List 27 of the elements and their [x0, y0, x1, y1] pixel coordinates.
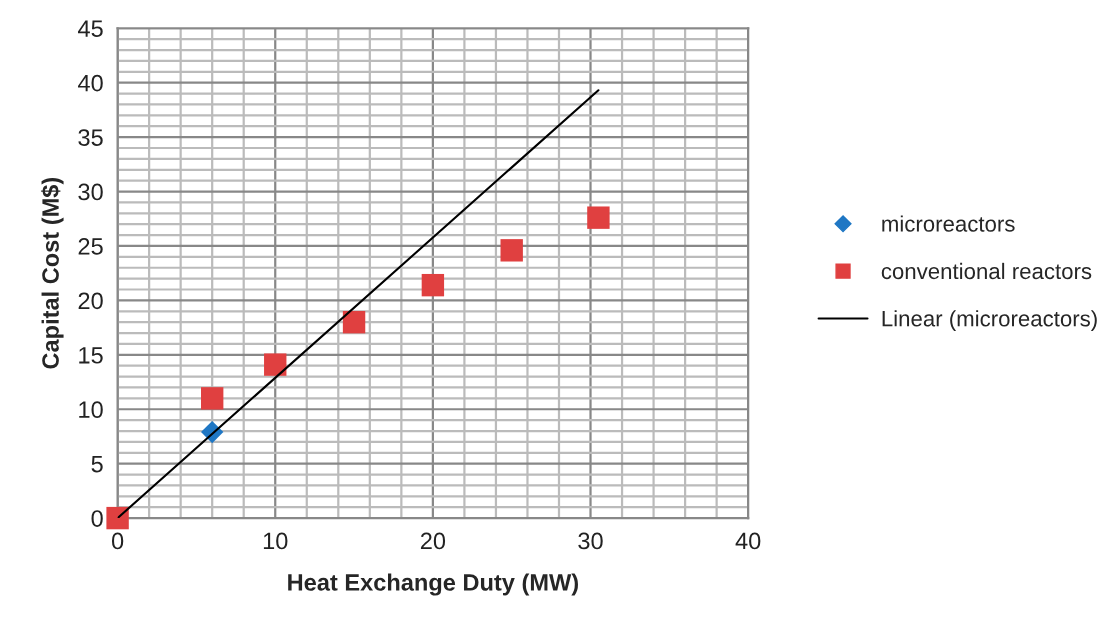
y-tick-label: 10	[79, 401, 103, 419]
x-tick-label: 10	[263, 532, 288, 550]
point	[421, 273, 445, 297]
point	[342, 310, 366, 334]
y-tick-label: 35	[78, 129, 103, 146]
legend-label: conventional reactors	[881, 262, 1092, 280]
legend-label: microreactors	[882, 215, 1015, 232]
x-axis-title: Heat Exchange Duty (MW)	[288, 573, 578, 596]
y-tick-label: 0	[91, 510, 103, 527]
legend-label: Linear (microreactors)	[882, 310, 1097, 331]
y-tick-label: 40	[77, 74, 103, 92]
y-tick-label: 15	[79, 347, 103, 364]
point	[587, 206, 610, 229]
y-tick-label: 30	[78, 183, 103, 201]
point	[500, 239, 523, 262]
y-tick-label: 20	[78, 292, 103, 310]
y-tick-label: 45	[77, 20, 103, 38]
y-axis-title: Capital Cost (M$)	[41, 177, 64, 369]
x-tick-label: 20	[420, 532, 446, 550]
point	[264, 353, 287, 376]
point	[106, 506, 129, 530]
x-tick-label: 30	[578, 532, 603, 550]
point	[200, 387, 224, 410]
x-tick-label: 40	[735, 532, 761, 550]
y-tick-label: 25	[78, 238, 103, 255]
x-tick-label: 0	[111, 532, 124, 550]
y-tick-label: 5	[91, 455, 103, 473]
